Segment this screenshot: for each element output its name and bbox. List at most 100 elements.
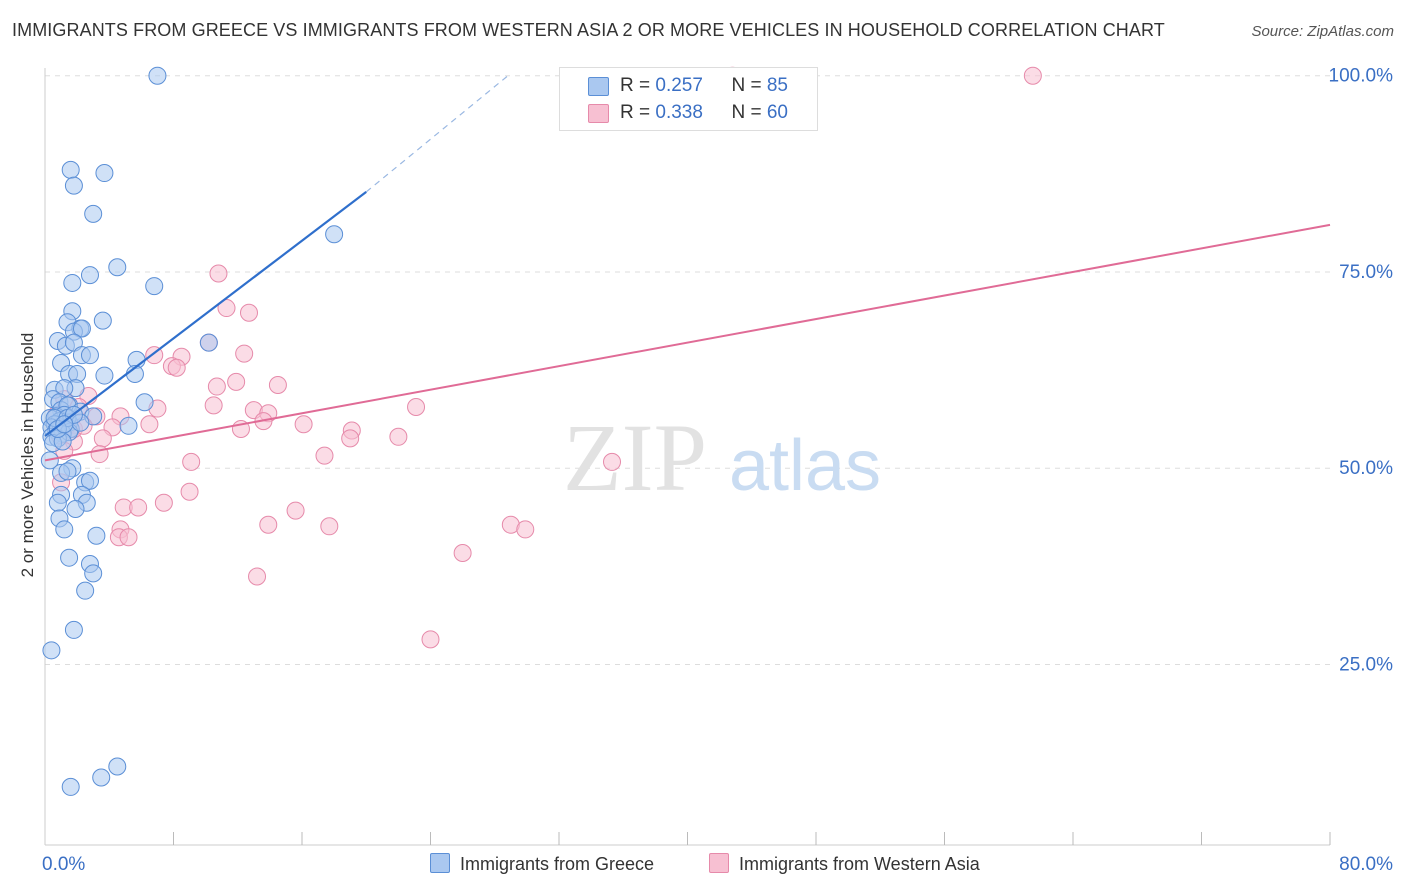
greece-point	[84, 564, 103, 583]
greece-point	[93, 311, 112, 330]
western-asia-point	[259, 515, 278, 534]
western-asia-point	[453, 543, 472, 562]
legend-r-label: R =	[620, 75, 656, 96]
western-asia-trend-line	[44, 223, 1331, 462]
trend-lines	[44, 72, 1331, 462]
legend-n-label: N =	[731, 102, 767, 123]
greece-point	[63, 273, 82, 292]
greece-point	[64, 176, 83, 195]
western-asia-point	[207, 377, 226, 396]
greece-point	[58, 462, 77, 481]
greece-point	[55, 520, 74, 539]
western-asia-point	[294, 415, 313, 434]
greece-point	[80, 266, 99, 285]
western-asia-point	[421, 630, 440, 649]
western-asia-point	[516, 520, 535, 539]
bottom-legend-greece: Immigrants from Greece	[430, 853, 654, 875]
western-asia-point	[320, 517, 339, 536]
western-asia-point	[119, 528, 138, 547]
western-asia-point	[603, 452, 622, 471]
western-asia-point	[93, 429, 112, 448]
greece-point	[92, 768, 111, 787]
greece-point	[61, 160, 80, 179]
western-asia-point	[217, 299, 236, 318]
watermark-zip: ZIP	[563, 404, 707, 511]
greece-point	[95, 164, 114, 183]
greece-point	[72, 319, 91, 338]
x-tick-label: 0.0%	[42, 854, 85, 875]
y-axis-label: 2 or more Vehicles in Household	[18, 332, 37, 578]
greece-point	[119, 416, 138, 435]
bottom-legend-western-asia: Immigrants from Western Asia	[709, 853, 980, 875]
greece-point	[42, 641, 61, 660]
western-asia-point	[227, 372, 246, 391]
greece-point	[148, 66, 167, 85]
bottom-legend-label-western-asia: Immigrants from Western Asia	[739, 854, 980, 874]
western-asia-point	[90, 445, 109, 464]
greece-points	[40, 66, 344, 796]
greece-point	[61, 777, 80, 796]
western-asia-point	[167, 358, 186, 377]
legend-n-value-western-asia: 60	[766, 102, 788, 123]
chart-title: IMMIGRANTS FROM GREECE VS IMMIGRANTS FRO…	[12, 20, 1165, 40]
legend-r-label: R =	[620, 102, 656, 123]
western-asia-point	[315, 446, 334, 465]
western-asia-point	[180, 482, 199, 501]
source-credit: Source: ZipAtlas.com	[1251, 23, 1394, 40]
bottom-legend-label-greece: Immigrants from Greece	[460, 854, 655, 874]
western-asia-point	[129, 498, 148, 517]
correlation-legend: R = 0.257 N = 85 R = 0.338 N = 60	[559, 67, 818, 131]
western-asia-point	[204, 396, 223, 415]
western-asia-point	[182, 452, 201, 471]
greece-point	[84, 204, 103, 223]
greece-point	[199, 333, 218, 352]
greece-point	[87, 526, 106, 545]
greece-trend-line	[44, 191, 367, 437]
greece-point	[325, 225, 344, 244]
greece-point	[55, 415, 74, 434]
watermark-atlas: atlas	[729, 426, 881, 506]
y-tick-label: 25.0%	[1339, 654, 1393, 675]
gridlines	[45, 75, 1330, 665]
greece-point	[108, 757, 127, 776]
greece-point	[64, 620, 83, 639]
greece-point	[80, 346, 99, 365]
legend-n-label: N =	[731, 75, 767, 96]
tick-labels: 100.0% 75.0% 50.0% 25.0% 0.0% 80.0%	[42, 66, 1393, 875]
greece-point	[48, 493, 67, 512]
western-asia-point	[140, 415, 159, 434]
western-asia-point	[154, 493, 173, 512]
western-asia-point	[248, 567, 267, 586]
greece-trend-extension	[365, 72, 512, 193]
greece-point	[135, 393, 154, 412]
western-asia-point	[1023, 66, 1042, 85]
legend-n-value-greece: 85	[766, 75, 788, 96]
bottom-legend-swatch-western-asia	[709, 853, 729, 873]
western-asia-point	[268, 375, 287, 394]
western-asia-point	[286, 501, 305, 520]
greece-point	[145, 277, 164, 296]
zipatlas-watermark: ZIP atlas	[563, 404, 881, 511]
legend-swatch-western-asia	[588, 104, 609, 123]
western-asia-point	[209, 264, 228, 283]
greece-point	[66, 500, 85, 519]
western-asia-points	[47, 66, 1042, 649]
greece-point	[80, 471, 99, 490]
legend-r-value-western-asia: 0.338	[655, 102, 703, 123]
greece-point	[76, 581, 95, 600]
legend-swatch-greece	[588, 77, 609, 96]
y-tick-label: 50.0%	[1339, 458, 1393, 479]
legend-r-value-greece: 0.257	[655, 75, 703, 96]
western-asia-point	[235, 344, 254, 363]
y-tick-label: 75.0%	[1339, 262, 1393, 283]
x-tick-label: 80.0%	[1339, 854, 1393, 875]
greece-point	[60, 548, 79, 567]
western-asia-point	[239, 303, 258, 322]
greece-point	[95, 366, 114, 385]
greece-point	[108, 258, 127, 277]
western-asia-point	[389, 427, 408, 446]
western-asia-point	[407, 397, 426, 416]
western-asia-point	[341, 429, 360, 448]
bottom-legend-swatch-greece	[430, 853, 450, 873]
